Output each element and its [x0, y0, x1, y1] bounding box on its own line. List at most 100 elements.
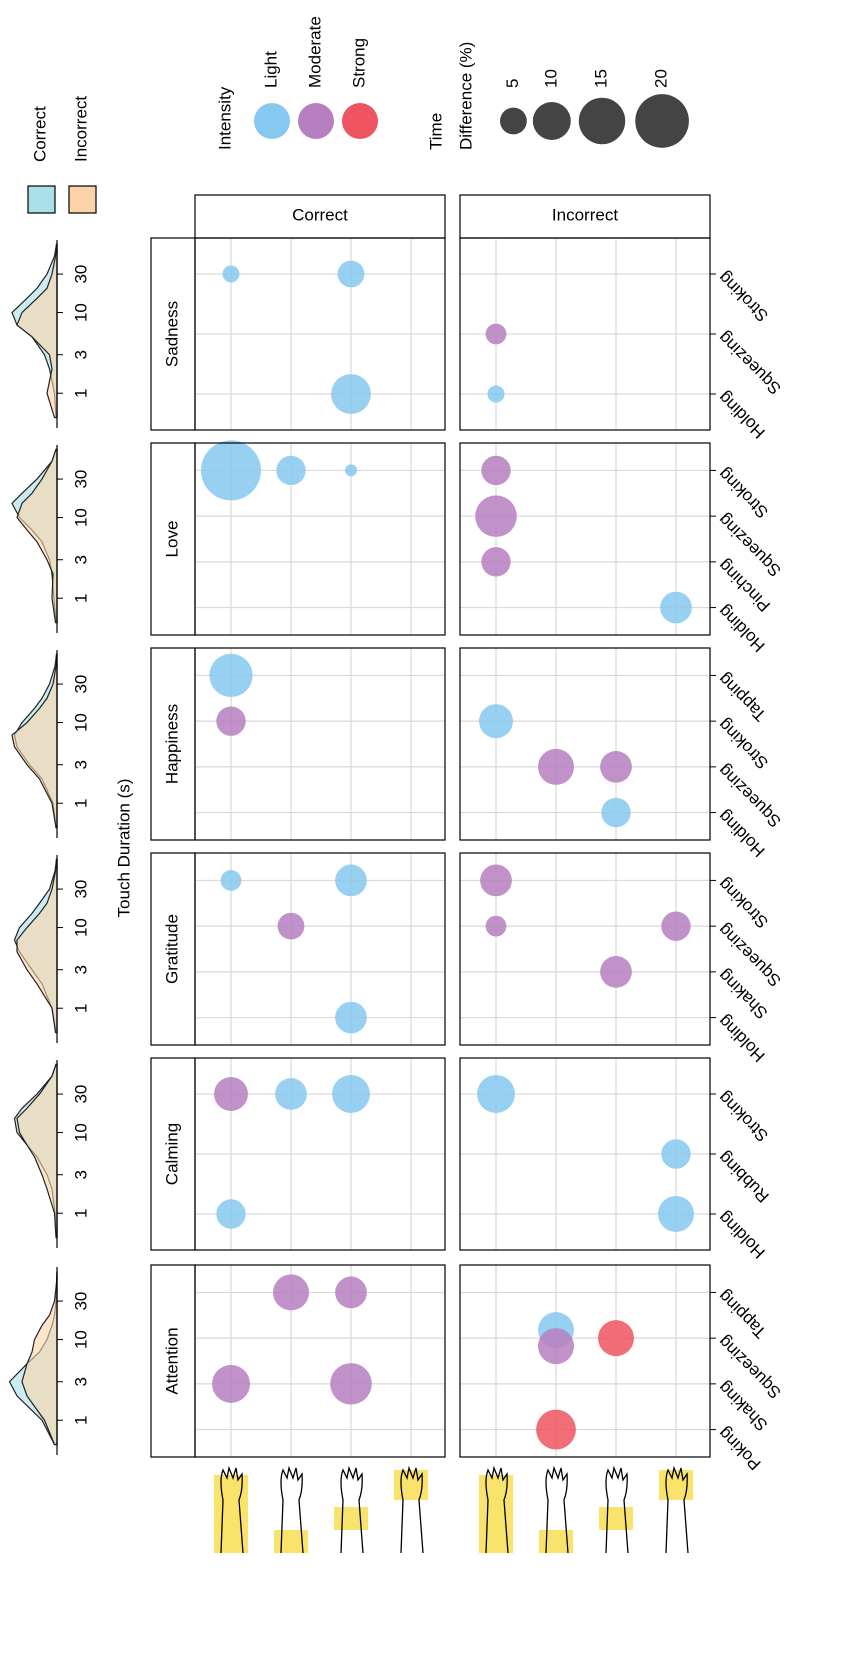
- gesture-label: Tapping: [715, 669, 771, 725]
- bubble: [487, 385, 505, 403]
- bubble: [335, 1001, 367, 1034]
- panel-border: [194, 442, 446, 636]
- facet-label: Incorrect: [552, 205, 618, 224]
- emotion-label: Gratitude: [162, 914, 181, 984]
- gesture-label: Rubbing: [715, 1148, 773, 1206]
- tick-label: 3: [71, 555, 90, 564]
- panel-border: [459, 1057, 711, 1251]
- panel-border: [459, 852, 711, 1046]
- hand-icons: [214, 1465, 693, 1554]
- panel-border: [459, 647, 711, 841]
- legend-swatch: [298, 103, 334, 139]
- panel-border: [459, 442, 711, 636]
- bubble: [209, 653, 253, 698]
- bubble: [201, 440, 261, 501]
- facet-label: Correct: [292, 205, 348, 224]
- hand-highlight: [274, 1530, 308, 1553]
- bubble: [275, 1078, 307, 1110]
- legend-label: Light: [261, 51, 280, 88]
- emotion-label: Happiness: [162, 704, 181, 784]
- panel-border: [194, 852, 446, 1046]
- tick-label: 10: [71, 508, 90, 527]
- size-legend-label: 5: [503, 79, 522, 88]
- hand-outline: [280, 1465, 304, 1554]
- legend-label: Moderate: [305, 16, 324, 88]
- size-legend-label: 15: [592, 69, 611, 88]
- density-area: [16, 448, 58, 624]
- bubble: [337, 260, 365, 288]
- bubble: [600, 750, 632, 783]
- bubble: [273, 1274, 309, 1311]
- density-area: [11, 653, 58, 829]
- gesture-label: Stroking: [715, 715, 773, 773]
- tick-label: 1: [71, 1208, 90, 1217]
- hand-outline: [400, 1465, 424, 1554]
- density-area: [16, 1063, 58, 1239]
- legend-swatch: [254, 103, 290, 139]
- tick-label: 10: [71, 303, 90, 322]
- bubble: [485, 915, 507, 937]
- size-legend-circle: [532, 102, 571, 140]
- hand-highlight: [334, 1507, 368, 1530]
- tick-label: 30: [71, 1292, 90, 1311]
- tick-label: 10: [71, 1123, 90, 1142]
- bubble: [332, 1075, 370, 1113]
- emotion-label: Calming: [162, 1123, 181, 1185]
- size-legend-circle: [499, 107, 527, 135]
- bubble: [277, 912, 305, 940]
- tick-label: 30: [71, 675, 90, 694]
- tick-label: 1: [71, 1003, 90, 1012]
- gesture-label: Stroking: [715, 1088, 773, 1146]
- density-area: [21, 1271, 58, 1446]
- bubble: [660, 591, 692, 624]
- panel-border: [194, 1057, 446, 1251]
- bubble: [222, 265, 240, 283]
- emotion-label: Sadness: [162, 301, 181, 367]
- bubble: [481, 547, 511, 577]
- tick-label: 1: [71, 388, 90, 397]
- size-legend-circle: [578, 97, 626, 145]
- bubble: [214, 1077, 248, 1111]
- legend-label: Strong: [349, 38, 368, 88]
- panel-border: [194, 237, 446, 431]
- tick-label: 30: [71, 265, 90, 284]
- density-area: [16, 858, 58, 1034]
- emotion-label: Love: [162, 521, 181, 558]
- hand-highlight: [599, 1507, 633, 1530]
- hand-outline: [545, 1465, 569, 1554]
- panel-border: [459, 237, 711, 431]
- bubble: [485, 323, 507, 345]
- density-area: [16, 243, 58, 419]
- bubble: [598, 1320, 634, 1357]
- legend-swatch: [68, 185, 97, 214]
- panel-border: [194, 1264, 446, 1458]
- size-legend-circle: [635, 94, 689, 148]
- tick-label: 10: [71, 1330, 90, 1349]
- bubble: [335, 864, 367, 897]
- gesture-label: Holding: [715, 1208, 769, 1262]
- bubble: [601, 797, 631, 828]
- bubble: [276, 455, 306, 486]
- legend-title: Difference (%): [456, 42, 475, 150]
- bubble: [661, 911, 691, 941]
- bubble: [479, 704, 513, 739]
- bubble: [345, 464, 357, 477]
- bubble: [536, 1409, 576, 1450]
- hand-outline: [605, 1465, 629, 1554]
- bubble: [330, 1363, 372, 1405]
- emotion-label: Attention: [162, 1327, 181, 1394]
- gesture-label: Stroking: [715, 874, 773, 932]
- bubble: [481, 455, 511, 486]
- tick-label: 30: [71, 1085, 90, 1104]
- tick-label: 10: [71, 918, 90, 937]
- hand-outline: [220, 1465, 244, 1554]
- size-legend-label: 10: [541, 69, 560, 88]
- bubble: [477, 1075, 515, 1113]
- panel-border: [459, 1264, 711, 1458]
- hand-outline: [485, 1465, 509, 1554]
- bubble: [658, 1196, 694, 1232]
- bubble: [212, 1364, 250, 1403]
- tick-label: 1: [71, 593, 90, 602]
- legend-title: Intensity: [215, 86, 234, 150]
